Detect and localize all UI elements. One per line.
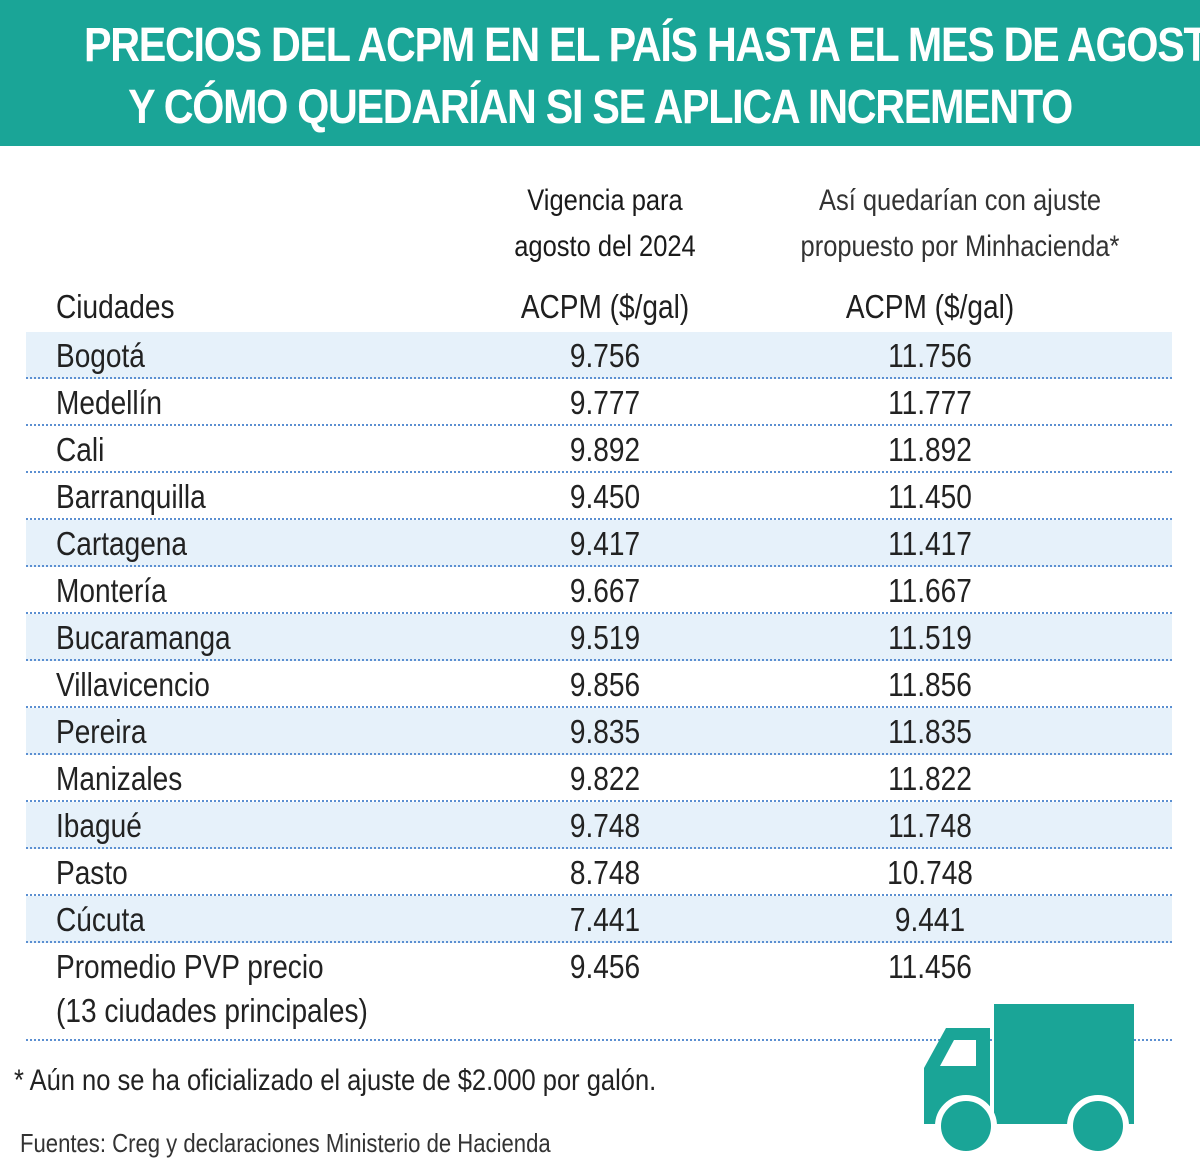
- proposed-price: 11.777: [888, 384, 972, 421]
- current-price: 8.748: [569, 854, 641, 891]
- summary-current-price: 9.456: [569, 948, 641, 985]
- proposed-price: 11.519: [888, 619, 972, 656]
- current-price: 9.777: [569, 384, 641, 421]
- current-price: 7.441: [569, 901, 641, 938]
- table-row: Pasto 8.748 10.748: [26, 849, 1172, 896]
- proposed-price: 11.417: [888, 525, 972, 562]
- proposed-unit-header: ACPM ($/gal): [845, 288, 1015, 325]
- proposed-price: 11.450: [888, 478, 972, 515]
- table-row: Cali 9.892 11.892: [26, 426, 1172, 473]
- city-name: Pasto: [56, 854, 128, 891]
- summary-label-line-2: (13 ciudades principales): [56, 992, 368, 1029]
- city-name: Cartagena: [56, 525, 187, 562]
- proposed-header-line-1: Así quedarían con ajuste: [818, 184, 1102, 217]
- table-row: Villavicencio 9.856 11.856: [26, 661, 1172, 708]
- title-line-2: Y CÓMO QUEDARÍAN SI SE APLICA INCREMENTO: [128, 81, 1073, 134]
- proposed-price: 11.856: [888, 666, 972, 703]
- proposed-price: 11.756: [888, 337, 972, 374]
- current-header-line-2: agosto del 2024: [514, 230, 696, 263]
- table-row: Bogotá 9.756 11.756: [26, 332, 1172, 379]
- city-name: Manizales: [56, 760, 183, 797]
- current-unit-header: ACPM ($/gal): [520, 288, 690, 325]
- current-price: 9.822: [569, 760, 641, 797]
- current-price: 9.756: [569, 337, 641, 374]
- city-column-header: Ciudades: [56, 288, 175, 325]
- table-row: Barranquilla 9.450 11.450: [26, 473, 1172, 520]
- current-price: 9.417: [569, 525, 641, 562]
- title-banner: PRECIOS DEL ACPM EN EL PAÍS HASTA EL MES…: [0, 0, 1200, 146]
- current-price: 9.667: [569, 572, 641, 609]
- proposed-price: 11.892: [888, 431, 972, 468]
- current-header-line-1: Vigencia para: [527, 184, 683, 217]
- footnote: * Aún no se ha oficializado el ajuste de…: [14, 1064, 657, 1097]
- table-row: Medellín 9.777 11.777: [26, 379, 1172, 426]
- city-name: Bucaramanga: [56, 619, 231, 656]
- current-price: 9.835: [569, 713, 641, 750]
- city-name: Ibagué: [56, 807, 142, 844]
- proposed-price: 11.667: [888, 572, 972, 609]
- city-name: Villavicencio: [56, 666, 210, 703]
- table-row: Bucaramanga 9.519 11.519: [26, 614, 1172, 661]
- table-row: Cartagena 9.417 11.417: [26, 520, 1172, 567]
- proposed-price: 10.748: [887, 854, 973, 891]
- proposed-column-header: Así quedarían con ajuste propuesto por M…: [777, 178, 1143, 270]
- proposed-price: 11.748: [888, 807, 972, 844]
- current-column-header: Vigencia para agosto del 2024: [478, 178, 733, 270]
- proposed-price: 11.835: [888, 713, 972, 750]
- proposed-price: 11.822: [888, 760, 972, 797]
- current-price: 9.748: [569, 807, 641, 844]
- city-name: Bogotá: [56, 337, 145, 374]
- table-bottom-divider: [26, 1039, 1172, 1041]
- truck-icon: [924, 1004, 1134, 1157]
- current-price: 9.450: [569, 478, 641, 515]
- city-name: Cali: [56, 431, 105, 468]
- current-price: 9.519: [569, 619, 641, 656]
- city-name: Medellín: [56, 384, 163, 421]
- city-name: Montería: [56, 572, 167, 609]
- current-price: 9.892: [569, 431, 641, 468]
- table-row: Manizales 9.822 11.822: [26, 755, 1172, 802]
- price-table: Bogotá 9.756 11.756 Medellín 9.777 11.777 Cali…: [26, 332, 1172, 1041]
- table-row: Montería 9.667 11.667: [26, 567, 1172, 614]
- city-name: Barranquilla: [56, 478, 206, 515]
- source-note: Fuentes: Creg y declaraciones Ministerio…: [20, 1128, 551, 1158]
- table-row: Ibagué 9.748 11.748: [26, 802, 1172, 849]
- city-name: Pereira: [56, 713, 147, 750]
- table-row: Pereira 9.835 11.835: [26, 708, 1172, 755]
- summary-row: Promedio PVP precio (13 ciudades principa…: [26, 943, 1172, 1041]
- summary-proposed-price: 11.456: [888, 948, 972, 985]
- current-price: 9.856: [569, 666, 641, 703]
- table-row: Cúcuta 7.441 9.441: [26, 896, 1172, 943]
- title-line-1: PRECIOS DEL ACPM EN EL PAÍS HASTA EL MES…: [84, 19, 1200, 72]
- proposed-header-line-2: propuesto por Minhacienda*: [800, 230, 1120, 263]
- city-name: Cúcuta: [56, 901, 145, 938]
- proposed-price: 9.441: [894, 901, 966, 938]
- summary-label-line-1: Promedio PVP precio: [56, 948, 324, 985]
